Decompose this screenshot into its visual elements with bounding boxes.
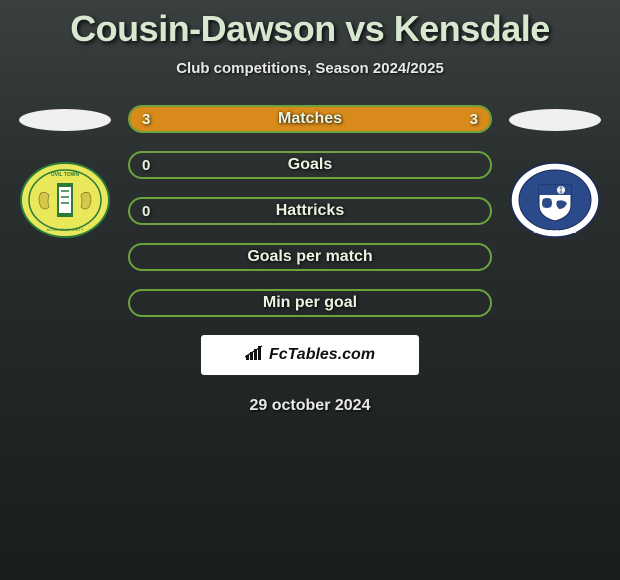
svg-text:SOUTHEND UNITED: SOUTHEND UNITED [533,229,577,234]
stat-label: Matches [278,110,342,128]
stat-label: Hattricks [276,202,344,220]
right-team-ellipse [509,109,601,131]
stat-value-left: 0 [142,203,150,220]
stat-bar-matches: 3 Matches 3 [128,105,492,133]
stat-bar-hattricks: 0 Hattricks [128,197,492,225]
chart-icon [245,345,265,366]
svg-text:OVIL TOWN: OVIL TOWN [51,172,80,178]
left-team-ellipse [19,109,111,131]
brand-text: FcTables.com [269,346,375,364]
comparison-date: 29 october 2024 [0,397,620,415]
left-team-badge: OVIL TOWN ACHIEVE BY UNITY [19,161,111,239]
comparison-subtitle: Club competitions, Season 2024/2025 [0,60,620,77]
stats-column: 3 Matches 3 0 Goals 0 Hattricks Goals per match… [120,105,500,317]
comparison-title: Cousin-Dawson vs Kensdale [0,0,620,50]
svg-text:ACHIEVE BY UNITY: ACHIEVE BY UNITY [46,227,83,232]
stat-value-left: 0 [142,157,150,174]
stat-label: Min per goal [263,294,357,312]
stat-label: Goals [288,156,332,174]
stat-value-right: 3 [470,111,478,128]
brand-attribution[interactable]: FcTables.com [201,335,419,375]
left-team-column: OVIL TOWN ACHIEVE BY UNITY [10,105,120,239]
stat-bar-goals-per-match: Goals per match [128,243,492,271]
right-team-badge: SOUTHEND UNITED [509,161,601,239]
stat-bar-min-per-goal: Min per goal [128,289,492,317]
comparison-content: OVIL TOWN ACHIEVE BY UNITY 3 Matches 3 0 Goa… [0,105,620,317]
stat-bar-goals: 0 Goals [128,151,492,179]
stat-label: Goals per match [247,248,372,266]
stat-value-left: 3 [142,111,150,128]
right-team-column: SOUTHEND UNITED [500,105,610,239]
